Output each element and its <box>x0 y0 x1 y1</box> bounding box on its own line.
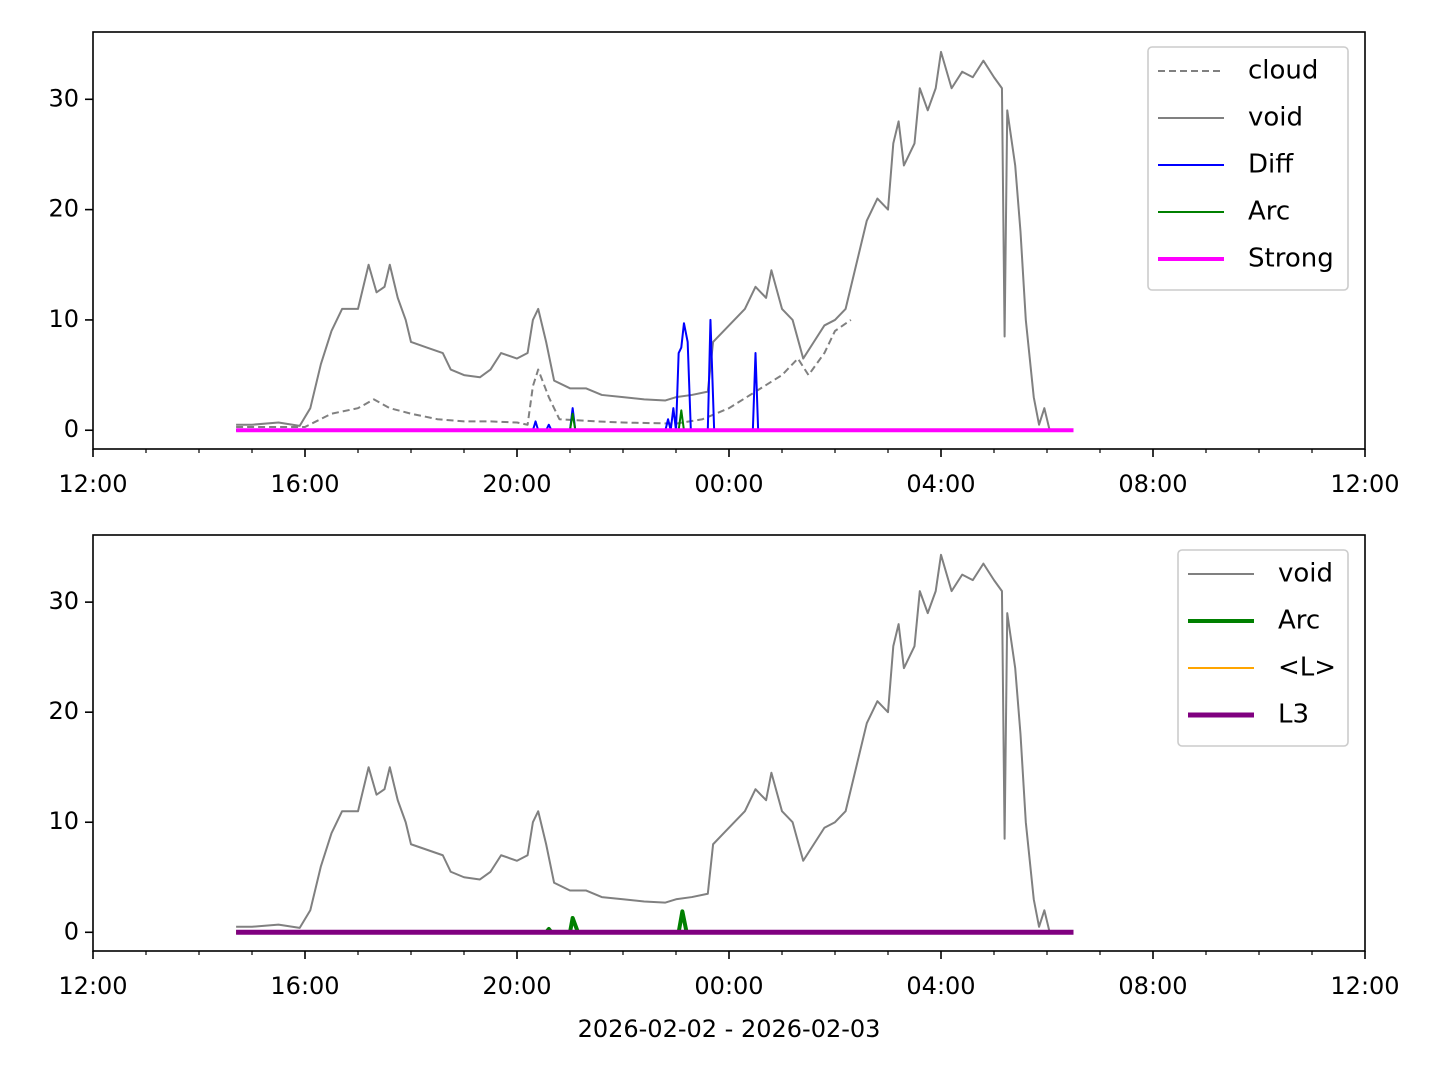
legend-label: void <box>1248 103 1303 133</box>
legend-label: void <box>1278 559 1333 589</box>
x-tick-label: 12:00 <box>58 972 127 1000</box>
plot-area <box>236 50 1074 433</box>
legend-label: <L> <box>1278 653 1336 683</box>
legend-label: Strong <box>1248 244 1334 274</box>
y-tick-label: 0 <box>64 917 79 945</box>
x-tick-label: 00:00 <box>694 972 763 1000</box>
x-tick-label: 16:00 <box>270 972 339 1000</box>
y-tick-label: 30 <box>48 587 79 615</box>
x-tick-label: 12:00 <box>1330 972 1399 1000</box>
x-tick-label: 04:00 <box>906 470 975 498</box>
x-axis-label: 2026-02-02 - 2026-02-03 <box>578 1015 881 1043</box>
x-tick-label: 08:00 <box>1118 470 1187 498</box>
x-tick-label: 20:00 <box>482 470 551 498</box>
y-tick-label: 0 <box>64 415 79 443</box>
legend: void Arc <L> L3 <box>1177 549 1349 747</box>
legend: cloud void Diff Arc Strong <box>1147 46 1349 291</box>
legend-label: Diff <box>1248 150 1294 180</box>
legend-frame <box>1147 46 1349 291</box>
legend-label: Arc <box>1248 197 1290 227</box>
y-tick-label: 10 <box>48 807 79 835</box>
y-tick-label: 20 <box>48 195 79 223</box>
x-tick-label: 00:00 <box>694 470 763 498</box>
x-tick-label: 04:00 <box>906 972 975 1000</box>
data-line <box>236 553 1051 933</box>
x-tick-label: 12:00 <box>1330 470 1399 498</box>
x-tick-label: 20:00 <box>482 972 551 1000</box>
legend-frame <box>1177 549 1349 747</box>
plot-area <box>236 553 1074 935</box>
x-tick-label: 16:00 <box>270 470 339 498</box>
y-tick-label: 20 <box>48 697 79 725</box>
x-tick-label: 12:00 <box>58 470 127 498</box>
legend-label: cloud <box>1248 56 1318 86</box>
legend-label: Arc <box>1278 606 1320 636</box>
data-line <box>236 50 1051 431</box>
y-tick-label: 30 <box>48 84 79 112</box>
y-tick-label: 10 <box>48 305 79 333</box>
x-tick-label: 08:00 <box>1118 972 1187 1000</box>
legend-label: L3 <box>1278 700 1309 730</box>
